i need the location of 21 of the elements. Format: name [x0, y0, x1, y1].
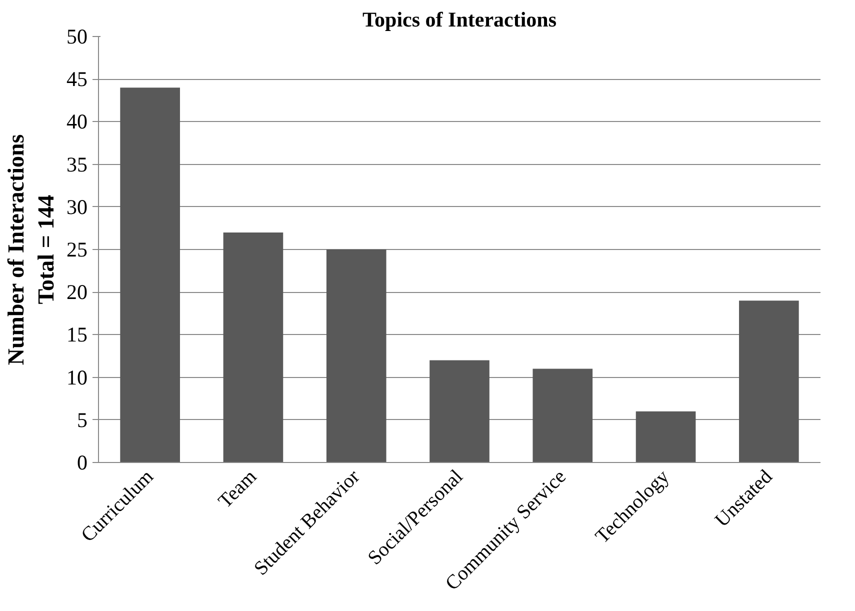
y-tick-label: 35 — [66, 152, 88, 176]
y-tick-label: 45 — [66, 67, 88, 92]
bar — [636, 411, 696, 462]
y-tick-label: 30 — [66, 194, 88, 219]
y-tick-label: 10 — [66, 365, 88, 390]
bar — [326, 250, 386, 462]
y-tick-label: 40 — [66, 110, 88, 134]
x-tick-label: Team — [214, 465, 262, 512]
y-tick-label: 0 — [77, 450, 88, 474]
bar — [532, 368, 593, 462]
y-tick-label: 5 — [77, 408, 88, 432]
y-tick-label: 50 — [66, 24, 88, 48]
y-tick-label: 20 — [66, 280, 88, 304]
y-tick-label: 15 — [66, 322, 88, 347]
bar — [223, 232, 284, 462]
bar — [430, 360, 490, 462]
bar — [120, 88, 180, 462]
y-tick-label: 25 — [66, 238, 88, 262]
y-axis-title: Number of Interactions Total = 144 — [4, 134, 58, 366]
chart-title: Topics of Interactions — [362, 8, 557, 32]
bar — [739, 300, 799, 462]
